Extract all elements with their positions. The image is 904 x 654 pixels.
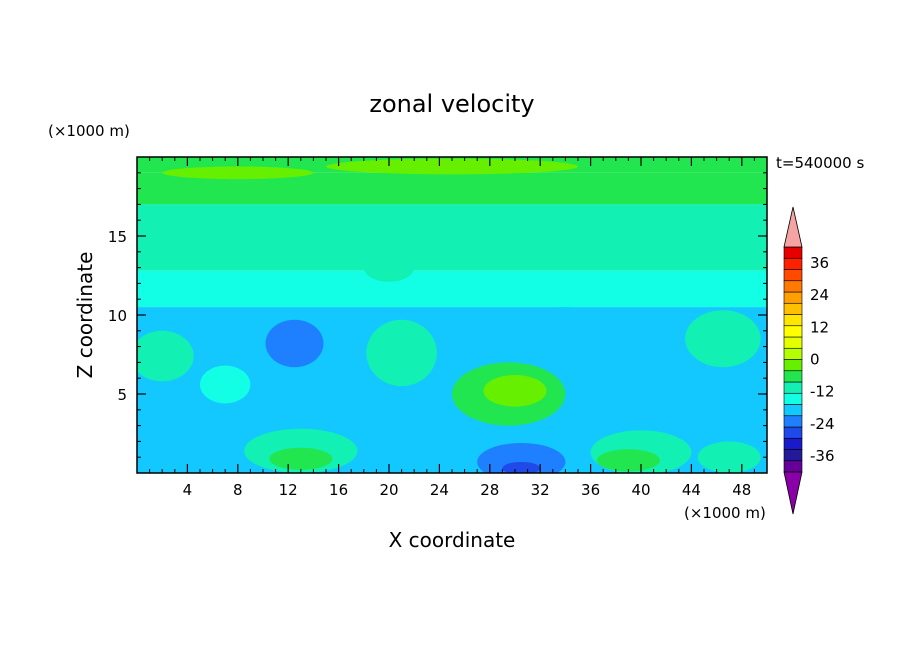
- velocity-band: [137, 236, 767, 271]
- y-units-label: (×1000 m): [48, 122, 130, 140]
- x-tick-label: 28: [480, 481, 499, 499]
- colorbar-swatch: [783, 415, 803, 428]
- colorbar-swatch: [783, 302, 803, 315]
- colorbar-swatch: [783, 460, 803, 473]
- velocity-contour: [477, 442, 566, 473]
- velocity-contour: [137, 330, 194, 382]
- colorbar-swatch: [783, 336, 803, 349]
- velocity-contour: [502, 461, 541, 473]
- colorbar-swatch: [783, 404, 803, 417]
- velocity-contour: [590, 322, 667, 402]
- colorbar-swatch: [783, 437, 803, 450]
- x-tick-label: 44: [682, 481, 701, 499]
- velocity-band: [137, 270, 767, 308]
- velocity-contour: [565, 237, 667, 257]
- colorbar-swatch: [783, 257, 803, 270]
- x-tick-label: 48: [732, 481, 751, 499]
- y-tick-label: 5: [117, 386, 127, 404]
- colorbar-tick-label: 36: [810, 254, 829, 272]
- x-tick-label: 24: [430, 481, 449, 499]
- colorbar-tick-label: -12: [810, 383, 835, 401]
- y-axis: 5 10 15: [108, 172, 767, 458]
- x-tick-label: 20: [379, 481, 398, 499]
- colorbar-swatch: [783, 246, 803, 259]
- velocity-contour: [489, 188, 641, 202]
- colorbar-swatch: [783, 347, 803, 360]
- velocity-contour: [376, 446, 453, 472]
- colorbar-swatch: [783, 314, 803, 327]
- velocity-contour: [363, 253, 415, 282]
- colorbar-swatch: [783, 381, 803, 394]
- x-tick-label: 32: [531, 481, 550, 499]
- colorbar: -36 -24 -12 0 12 24 36: [783, 206, 835, 515]
- colorbar-swatch: [783, 392, 803, 405]
- velocity-band: [137, 204, 767, 236]
- colorbar-swatch: [783, 359, 803, 372]
- colorbar-swatch: [783, 370, 803, 383]
- colorbar-swatch: [783, 291, 803, 304]
- y-axis-label: Z coordinate: [73, 252, 97, 379]
- x-axis: 4 8 12 16 20 24 28 32 36 40 44 48: [149, 157, 755, 499]
- colorbar-tick-label: -36: [810, 447, 835, 465]
- y-tick-label: 10: [108, 307, 127, 325]
- velocity-contour: [366, 319, 437, 387]
- colorbar-swatch: [783, 325, 803, 338]
- colorbar-tick-label: 24: [810, 286, 829, 304]
- y-tick-label: 15: [108, 228, 127, 246]
- velocity-contour: [137, 427, 213, 469]
- velocity-contour: [483, 375, 547, 407]
- colorbar-tick-label: 0: [810, 351, 820, 369]
- x-tick-label: 4: [183, 481, 193, 499]
- x-tick-label: 8: [233, 481, 243, 499]
- x-tick-label: 12: [279, 481, 298, 499]
- velocity-contour: [527, 307, 604, 339]
- x-tick-label: 40: [631, 481, 650, 499]
- velocity-contour: [269, 447, 333, 470]
- colorbar-tick-label: -24: [810, 415, 835, 433]
- velocity-contour: [200, 365, 251, 404]
- colorbar-over-arrow: [783, 206, 803, 248]
- colorbar-swatch: [783, 449, 803, 462]
- x-units-label: (×1000 m): [684, 504, 766, 522]
- velocity-contour: [596, 449, 660, 472]
- velocity-contour: [685, 310, 761, 368]
- x-axis-label: X coordinate: [389, 528, 516, 552]
- velocity-contour: [697, 441, 761, 473]
- velocity-contour: [265, 319, 324, 368]
- colorbar-under-arrow: [783, 471, 803, 515]
- x-tick-label: 16: [329, 481, 348, 499]
- time-label: t=540000 s: [776, 154, 864, 172]
- velocity-contour: [162, 166, 314, 180]
- velocity-contour: [263, 177, 364, 194]
- colorbar-swatch: [783, 269, 803, 282]
- velocity-field: [137, 157, 767, 473]
- colorbar-swatch: [783, 280, 803, 293]
- colorbar-swatch: [783, 426, 803, 439]
- x-tick-label: 36: [581, 481, 600, 499]
- chart-title: zonal velocity: [369, 90, 534, 118]
- colorbar-tick-label: 12: [810, 318, 829, 336]
